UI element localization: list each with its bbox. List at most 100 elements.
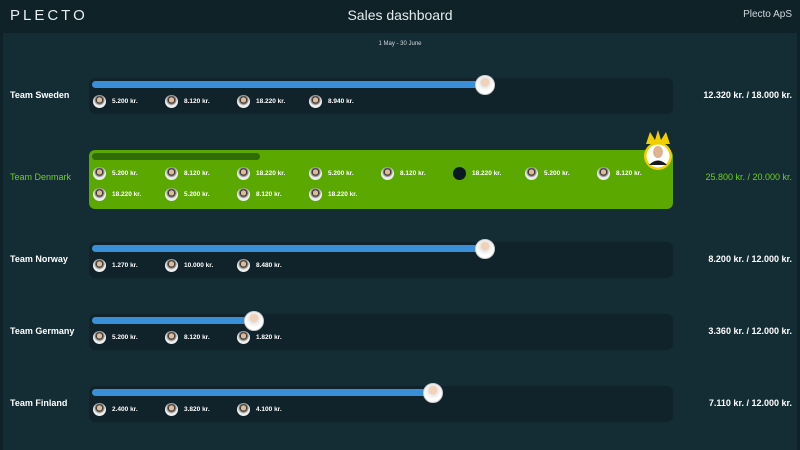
progress-fill: [92, 317, 254, 324]
progress-fill: [92, 245, 486, 252]
member-amount: 10.000 kr.: [184, 261, 214, 269]
avatar: [309, 187, 322, 201]
member-entry: 5.200 kr.: [93, 166, 138, 180]
avatar: [93, 402, 106, 416]
member-entry: 1.270 kr.: [93, 258, 138, 272]
avatar: [165, 330, 178, 344]
avatar: [93, 187, 106, 201]
member-entry: 8.480 kr.: [237, 258, 282, 272]
team-score: 7.110 kr. / 12.000 kr.: [708, 398, 792, 408]
progress-track: [92, 153, 670, 160]
member-entry: 5.200 kr.: [93, 94, 138, 108]
leader-avatar: [243, 311, 264, 331]
team-progress-card: 5.200 kr. 8.120 kr. 18.220 kr. 5.200 kr. 8.1…: [89, 130, 673, 209]
member-entry: 2.400 kr.: [93, 402, 138, 416]
team-name: Team Finland: [10, 398, 68, 408]
member-amount: 18.220 kr.: [328, 190, 358, 198]
team-score: 8.200 kr. / 12.000 kr.: [708, 254, 792, 264]
leader-avatar: [475, 75, 496, 95]
member-amount: 2.400 kr.: [112, 405, 138, 413]
progress-track: [92, 311, 670, 331]
member-amount: 5.200 kr.: [112, 333, 138, 341]
avatar: [165, 166, 178, 180]
avatar: [525, 166, 538, 180]
avatar: [93, 330, 106, 344]
dashboard-panel: 1 May - 30 June Team Sweden 5.200 kr. 8.1…: [3, 33, 797, 450]
member-entry: 3.820 kr.: [165, 402, 210, 416]
member-amount: 8.480 kr.: [256, 261, 282, 269]
avatar: [453, 166, 466, 180]
team-progress-card: 5.200 kr. 8.120 kr. 1.820 kr.: [89, 311, 673, 350]
team-name: Team Sweden: [10, 90, 70, 100]
team-row: Team Sweden 5.200 kr. 8.120 kr. 18.220 kr.…: [3, 75, 797, 114]
avatar: [597, 166, 610, 180]
team-name: Team Germany: [10, 326, 75, 336]
progress-track: [92, 75, 670, 95]
team-name: Team Norway: [10, 254, 68, 264]
progress-fill: [92, 153, 260, 160]
team-progress-card: 1.270 kr. 10.000 kr. 8.480 kr.: [89, 239, 673, 278]
company-name: Plecto ApS: [743, 9, 792, 20]
member-amount: 3.820 kr.: [184, 405, 210, 413]
avatar: [309, 166, 322, 180]
avatar: [165, 187, 178, 201]
member-amount: 1.820 kr.: [256, 333, 282, 341]
member-amount: 18.220 kr.: [112, 190, 142, 198]
leader-avatar: [475, 239, 496, 259]
team-progress-card: 5.200 kr. 8.120 kr. 18.220 kr. 8.940 kr.: [89, 75, 673, 114]
avatar: [309, 94, 322, 108]
avatar: [381, 166, 394, 180]
member-entry: 8.120 kr.: [165, 330, 210, 344]
member-entry: 18.220 kr.: [237, 166, 285, 180]
member-entry: 1.820 kr.: [237, 330, 282, 344]
progress-fill: [92, 389, 434, 396]
progress-track: [92, 239, 670, 259]
avatar: [93, 94, 106, 108]
member-entry: 18.220 kr.: [309, 187, 357, 201]
member-amount: 8.120 kr.: [184, 333, 210, 341]
member-amount: 5.200 kr.: [544, 169, 570, 177]
page-title: Sales dashboard: [347, 7, 453, 23]
avatar: [165, 402, 178, 416]
avatar: [93, 258, 106, 272]
member-entry: 8.120 kr.: [165, 94, 210, 108]
avatar: [165, 258, 178, 272]
member-amount: 5.200 kr.: [328, 169, 354, 177]
member-entry: 18.220 kr.: [237, 94, 285, 108]
member-entry: 5.200 kr.: [165, 187, 210, 201]
leader-avatar: [423, 383, 444, 403]
team-row: Team Germany 5.200 kr. 8.120 kr. 1.820 kr.…: [3, 311, 797, 350]
member-entry: 8.120 kr.: [237, 187, 282, 201]
member-amount: 8.120 kr.: [616, 169, 642, 177]
avatar: [237, 187, 250, 201]
member-amount: 8.120 kr.: [400, 169, 426, 177]
team-row: Team Norway 1.270 kr. 10.000 kr. 8.480 kr.…: [3, 239, 797, 278]
team-score: 3.360 kr. / 12.000 kr.: [708, 326, 792, 336]
member-entry: 5.200 kr.: [93, 330, 138, 344]
member-amount: 5.200 kr.: [184, 190, 210, 198]
member-amount: 8.940 kr.: [328, 97, 354, 105]
date-range: 1 May - 30 June: [378, 41, 422, 47]
plecto-logo: PLECTO: [10, 7, 88, 24]
avatar: [237, 330, 250, 344]
team-score: 25.800 kr. / 20.000 kr.: [705, 172, 792, 182]
avatar: [93, 166, 106, 180]
member-entry: 8.120 kr.: [597, 166, 642, 180]
progress-fill: [92, 81, 486, 88]
team-name: Team Denmark: [10, 172, 72, 182]
top-bar: PLECTO Sales dashboard Plecto ApS: [0, 0, 800, 33]
member-entry: 18.220 kr.: [453, 166, 501, 180]
team-score: 12.320 kr. / 18.000 kr.: [703, 90, 792, 100]
team-progress-card: 2.400 kr. 3.820 kr. 4.100 kr.: [89, 383, 673, 422]
member-entry: 8.120 kr.: [381, 166, 426, 180]
member-entry: 5.200 kr.: [309, 166, 354, 180]
member-entry: 18.220 kr.: [93, 187, 141, 201]
member-amount: 1.270 kr.: [112, 261, 138, 269]
member-entry: 10.000 kr.: [165, 258, 213, 272]
member-amount: 8.120 kr.: [184, 97, 210, 105]
member-entry: 8.120 kr.: [165, 166, 210, 180]
member-entry: 5.200 kr.: [525, 166, 570, 180]
member-amount: 18.220 kr.: [256, 97, 286, 105]
progress-track: [92, 383, 670, 403]
member-amount: 8.120 kr.: [184, 169, 210, 177]
